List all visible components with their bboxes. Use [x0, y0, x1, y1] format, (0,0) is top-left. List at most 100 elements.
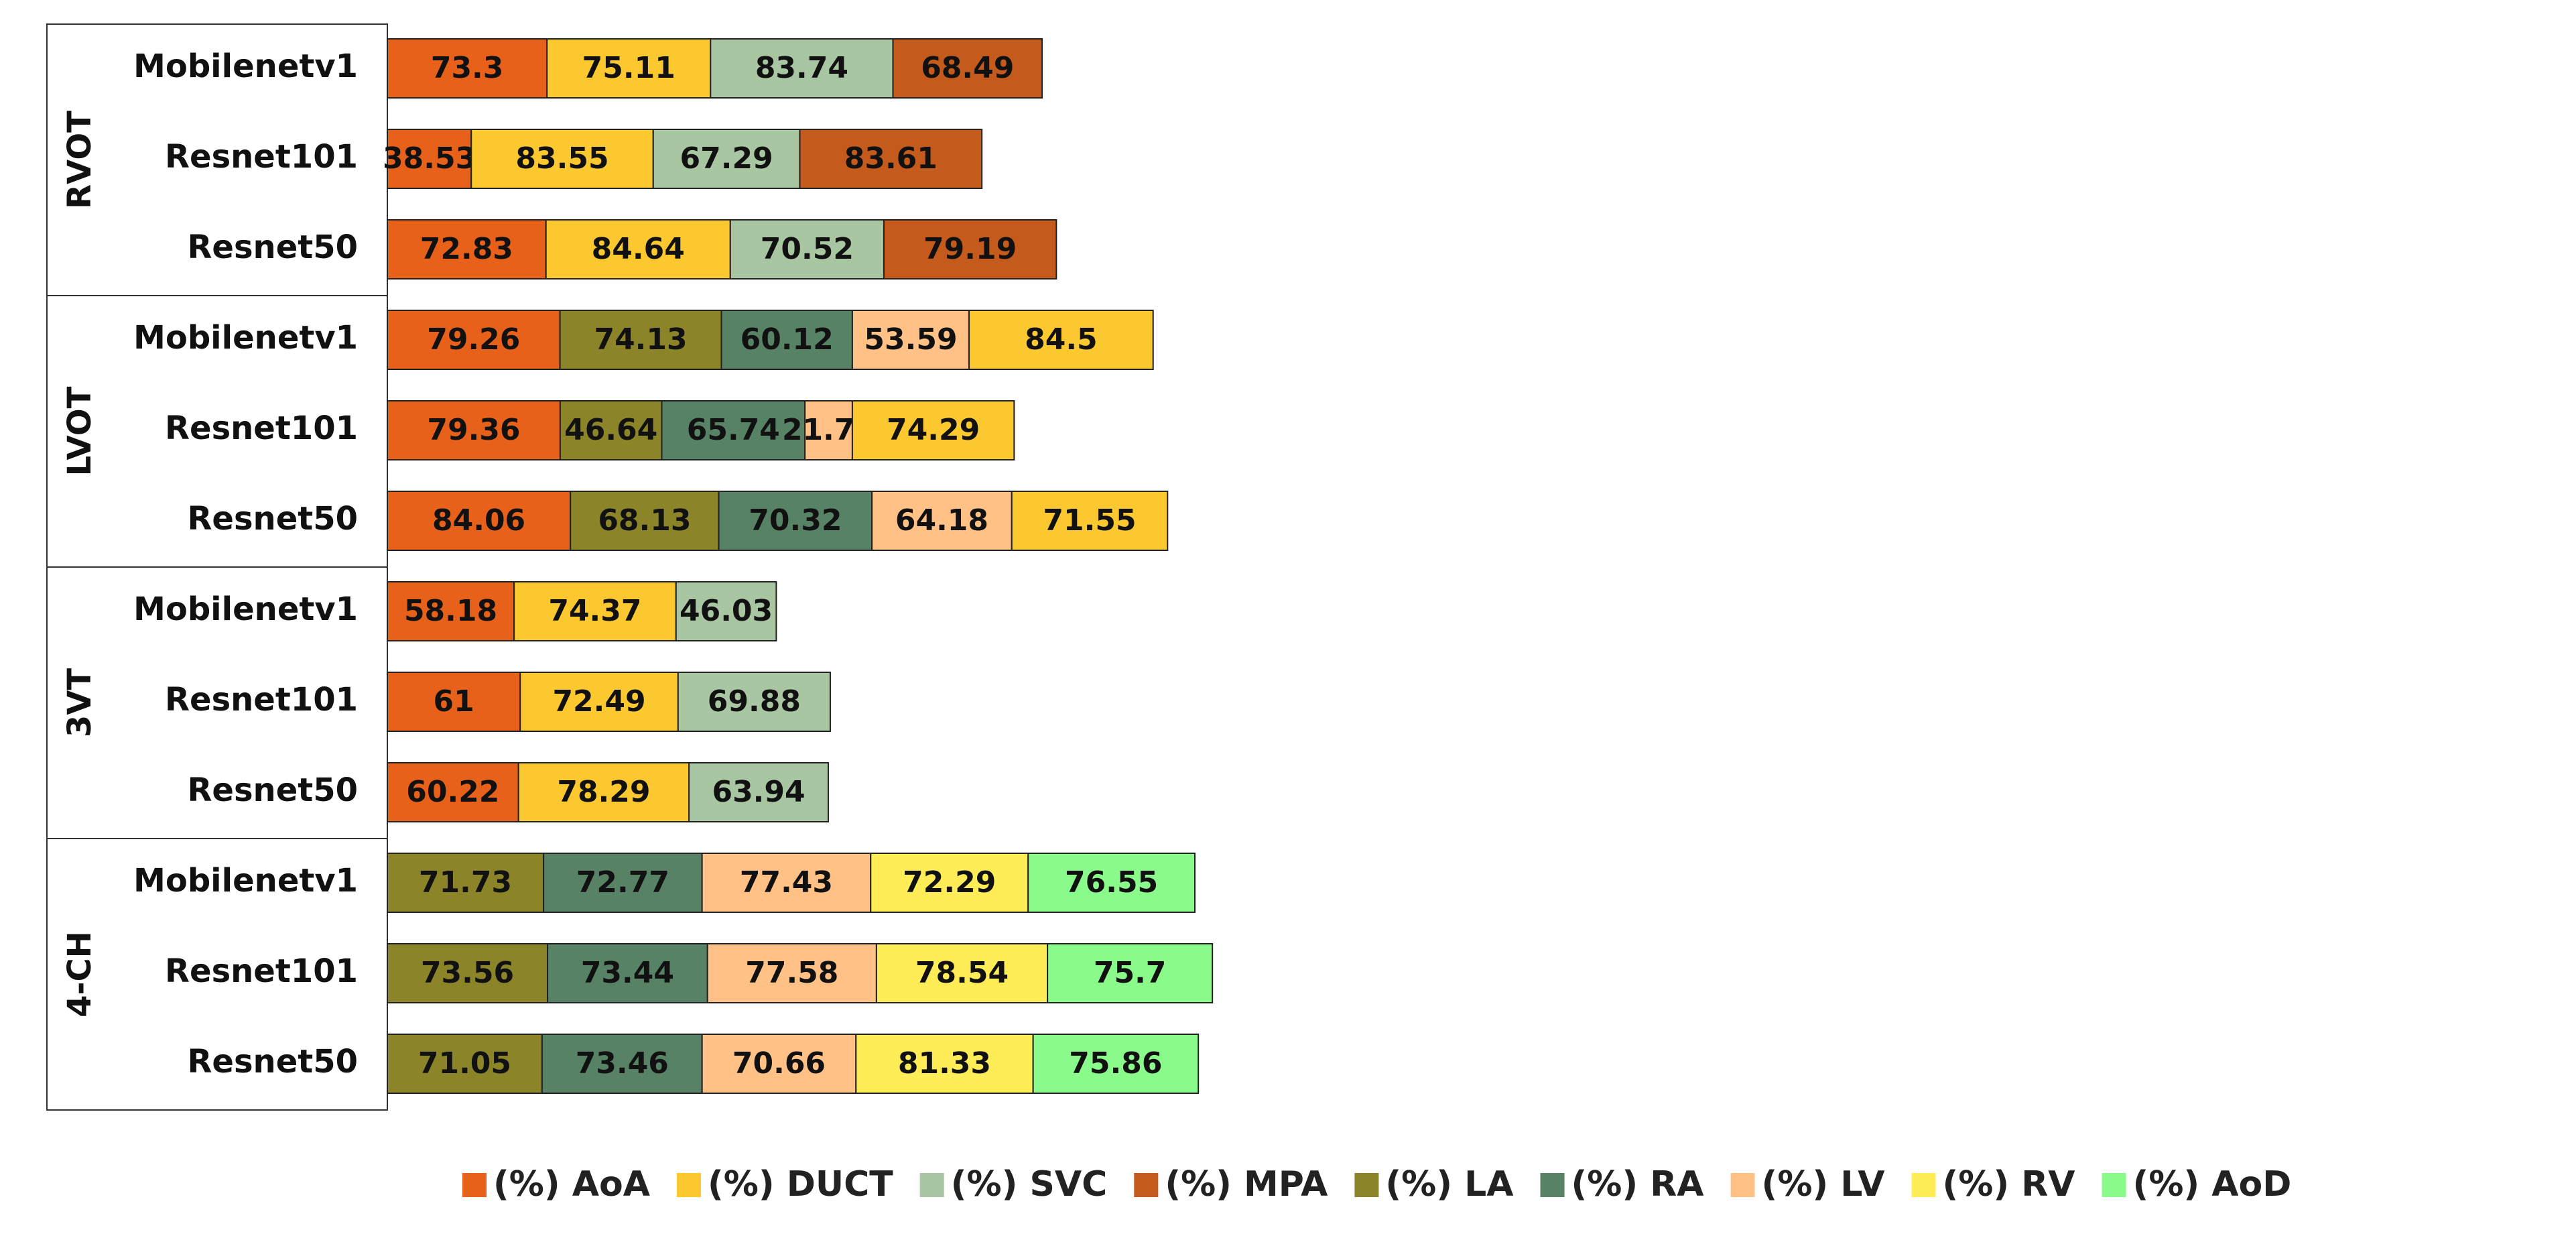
data-label: 78.29 [557, 775, 650, 809]
data-label: 84.5 [1025, 322, 1098, 357]
data-label: 72.77 [576, 865, 669, 900]
data-label: 68.13 [598, 503, 691, 538]
bar-segment-lv [706, 943, 877, 1003]
legend-label-svc: (%) SVC [951, 1164, 1108, 1204]
bar-segment-ra [543, 853, 703, 913]
data-label: 74.13 [594, 322, 687, 357]
data-label: 63.94 [712, 775, 805, 809]
data-label: 74.37 [548, 594, 641, 628]
group-label-3vt: 3VT [61, 668, 99, 738]
bar-segment-lv [851, 310, 970, 370]
data-label: 70.32 [749, 503, 842, 538]
bar-segment-la [387, 1034, 543, 1094]
bar-segment-la [559, 400, 663, 460]
model-label: Resnet101 [165, 681, 358, 719]
data-label: 83.61 [844, 141, 938, 176]
data-label: 58.18 [404, 594, 497, 628]
model-label: Resnet101 [165, 138, 358, 176]
bar-segment-duct [968, 310, 1154, 370]
data-label: 84.06 [432, 503, 525, 538]
bar-segment-la [387, 943, 549, 1003]
model-label: Resnet101 [165, 952, 358, 990]
data-label: 71.73 [419, 865, 512, 900]
data-label: 76.55 [1065, 865, 1158, 900]
data-label: 38.53 [383, 141, 476, 176]
bar-segment-aoa [387, 762, 519, 822]
legend-label-mpa: (%) MPA [1165, 1164, 1328, 1204]
bar-segment-aoa [387, 400, 561, 460]
bar-segment-aoa [387, 672, 521, 732]
legend-swatch-duct [676, 1173, 701, 1197]
bar-segment-mpa [799, 129, 983, 189]
data-label: 75.86 [1069, 1046, 1162, 1080]
bar-segment-mpa [892, 38, 1043, 99]
legend: (%) AoA (%) DUCT (%) SVC (%) MPA (%) LA (%) R… [462, 1164, 2291, 1204]
data-label: 72.29 [903, 865, 996, 900]
data-label: 65.74 [687, 413, 780, 447]
data-label: 78.54 [915, 956, 1009, 990]
data-label: 71.55 [1043, 503, 1136, 538]
data-label: 68.49 [921, 51, 1014, 85]
legend-label-rv: (%) RV [1943, 1164, 2075, 1204]
legend-swatch-aoa [462, 1173, 487, 1197]
data-label: 46.64 [564, 413, 657, 447]
bar-segment-lv [871, 491, 1013, 551]
bar-segment-rv [855, 1034, 1034, 1094]
bar-segment-duct [546, 38, 712, 99]
data-label: 73.46 [576, 1046, 669, 1080]
data-label: 79.19 [923, 232, 1017, 266]
legend-label-aod: (%) AoD [2133, 1164, 2292, 1204]
legend-label-la: (%) LA [1385, 1164, 1513, 1204]
legend-label-lv: (%) LV [1762, 1164, 1885, 1204]
legend-swatch-rv [1911, 1173, 1936, 1197]
legend-label-aoa: (%) AoA [493, 1164, 650, 1204]
data-label: 61 [434, 684, 474, 719]
bar-segment-la [387, 853, 545, 913]
data-label: 70.52 [761, 232, 854, 266]
data-label: 72.49 [552, 684, 645, 719]
bar-segment-ra [718, 491, 873, 551]
model-label: Mobilenetv1 [133, 319, 358, 357]
data-label: 53.59 [864, 322, 957, 357]
bar-segment-ra [541, 1034, 703, 1094]
bar-segment-aoa [387, 129, 472, 189]
bar-segment-mpa [883, 219, 1057, 280]
bar-segment-svc [677, 672, 831, 732]
data-label: 79.36 [427, 413, 520, 447]
data-label: 83.74 [755, 51, 848, 85]
bar-segment-duct [513, 581, 677, 641]
data-label: 70.66 [732, 1046, 826, 1080]
data-label: 69.88 [708, 684, 801, 719]
data-label: 81.33 [898, 1046, 991, 1080]
bar-segment-svc [729, 219, 885, 280]
data-label: 73.56 [421, 956, 514, 990]
bar-segment-svc [675, 581, 777, 641]
legend-label-duct: (%) DUCT [708, 1164, 893, 1204]
data-label: 77.58 [745, 956, 838, 990]
bar-segment-aod [1032, 1034, 1200, 1094]
data-label: 73.44 [581, 956, 674, 990]
bar-segment-ra [720, 310, 853, 370]
data-label: 71.05 [418, 1046, 511, 1080]
bar-segment-la [570, 491, 720, 551]
group-label-lvot: LVOT [61, 386, 99, 476]
bar-segment-aoa [387, 491, 572, 551]
data-label: 83.55 [515, 141, 608, 176]
bar-segment-aoa [387, 581, 515, 641]
bar-segment-aoa [387, 310, 561, 370]
data-label: 60.12 [740, 322, 834, 357]
bar-segment-lv [701, 1034, 857, 1094]
data-label: 75.7 [1094, 956, 1167, 990]
bar-segment-duct [851, 400, 1015, 460]
data-label: 75.11 [582, 51, 675, 85]
bar-segment-duct [545, 219, 731, 280]
legend-swatch-ra [1540, 1173, 1565, 1197]
bar-segment-duct [517, 762, 690, 822]
bar-segment-lv [701, 853, 872, 913]
group-label-rvot: RVOT [61, 111, 99, 209]
data-label: 46.03 [680, 594, 773, 628]
legend-swatch-lv [1730, 1173, 1755, 1197]
bar-area: 73.3 75.11 83.74 68.49 38.53 83.55 67.29 83.61 7… [383, 38, 1214, 1094]
data-label: 84.64 [592, 232, 685, 266]
